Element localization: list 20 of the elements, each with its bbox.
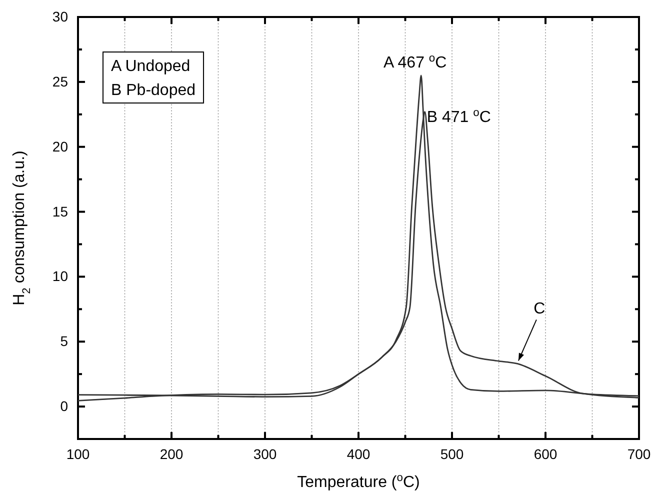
y-tick-label: 25 xyxy=(52,73,68,90)
x-tick-label: 300 xyxy=(253,446,277,462)
x-tick-label: 600 xyxy=(534,446,558,462)
y-tick-label: 30 xyxy=(52,8,68,24)
y-tick-label: 20 xyxy=(52,138,68,154)
annotation: A Undoped xyxy=(111,58,190,75)
y-tick-label: 0 xyxy=(60,398,68,414)
y-tick-label: 5 xyxy=(60,333,68,350)
x-tick-label: 700 xyxy=(627,446,651,462)
x-axis-title: Temperature ($^{o}$C) xyxy=(297,472,420,491)
y-tick-label: 10 xyxy=(52,268,68,284)
x-tick-label: 100 xyxy=(66,446,90,462)
x-tick-label: 500 xyxy=(440,446,464,462)
x-tick-label: 200 xyxy=(160,446,184,462)
annotation: C xyxy=(534,300,546,318)
x-tick-label: 400 xyxy=(346,446,370,462)
annotation: B 471 $^{o}$C xyxy=(426,106,491,126)
y-tick-label: 15 xyxy=(52,203,68,220)
annotation: A 467 $^{o}$C xyxy=(384,52,447,72)
annotation: B Pb-doped xyxy=(111,82,196,99)
